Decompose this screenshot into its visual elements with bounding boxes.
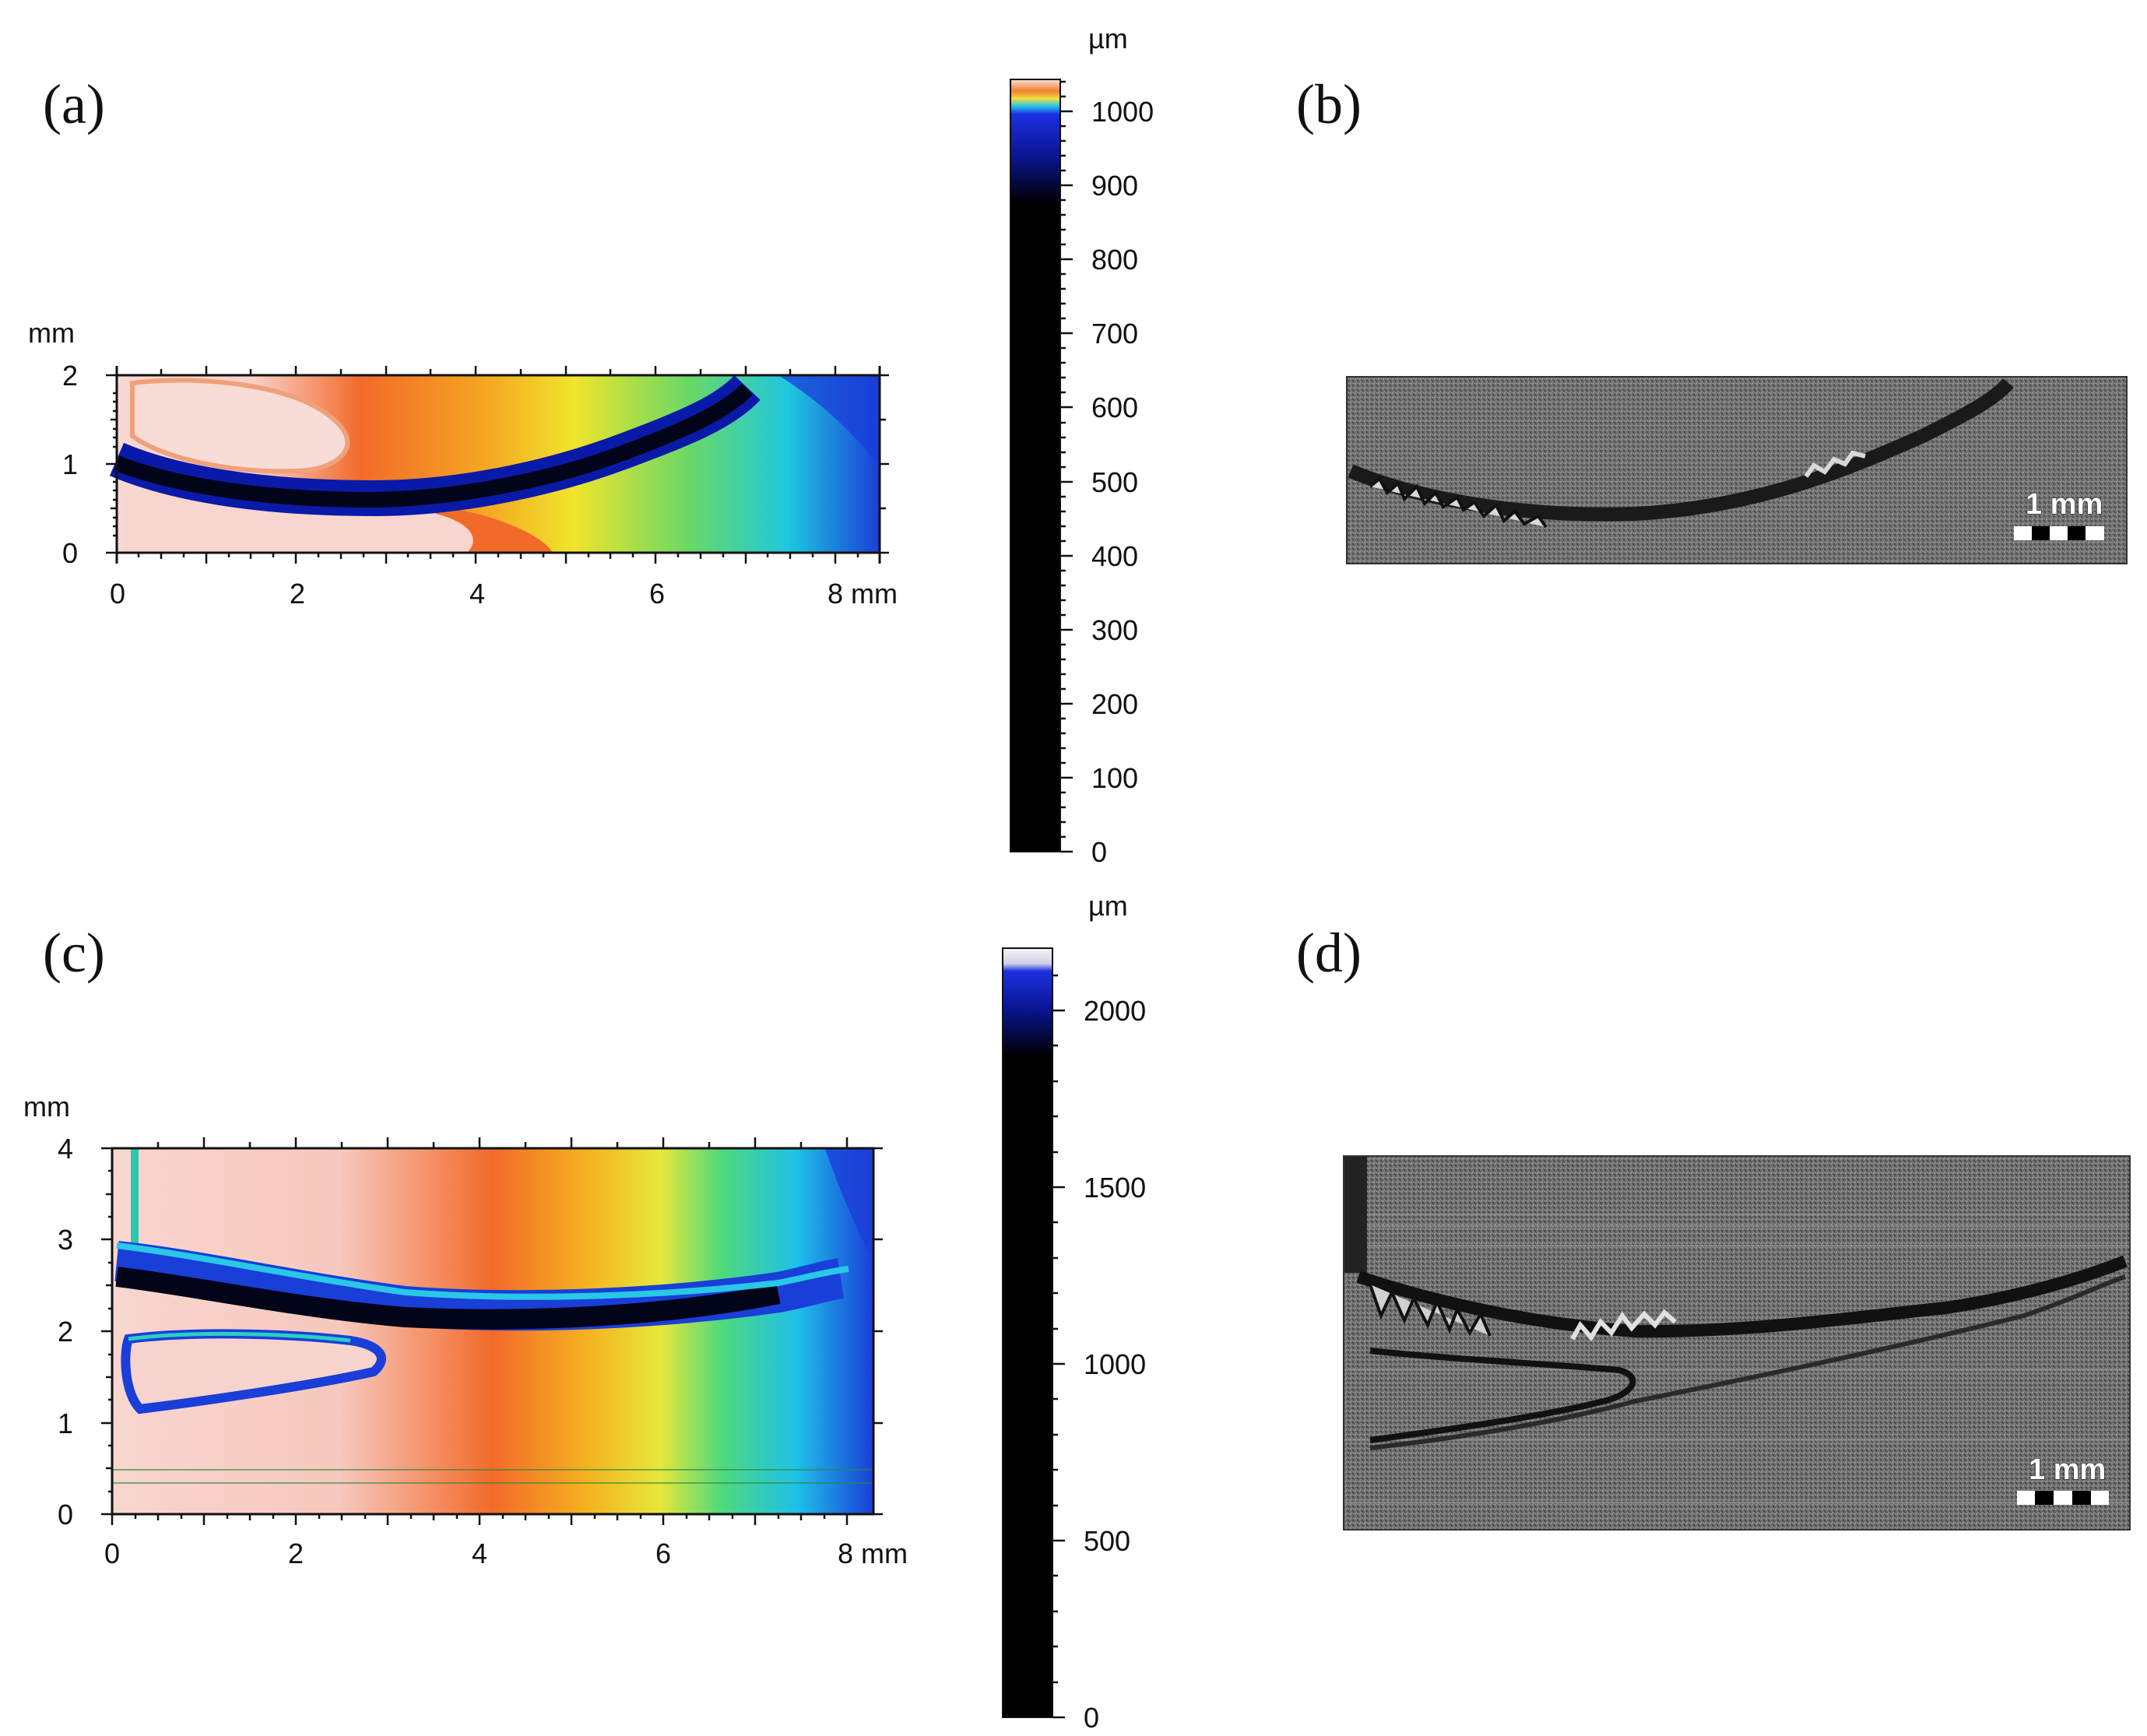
panel-c: (c) bbox=[23, 890, 1146, 1734]
y-tick-label-a-1: 1 bbox=[62, 448, 78, 480]
colorbar-c-unit: µm bbox=[1088, 890, 1128, 922]
colorbar-a-tick-1000: 1000 bbox=[1091, 96, 1154, 128]
colorbar-a-tick-500: 500 bbox=[1091, 466, 1138, 498]
colorbar-c-tick-2000: 2000 bbox=[1084, 995, 1146, 1027]
colorbar-a-tick-400: 400 bbox=[1091, 540, 1138, 572]
x-tick-label-c-4: 4 bbox=[472, 1537, 487, 1569]
x-tick-label-a-0: 0 bbox=[110, 578, 125, 610]
y-tick-label-c-4: 4 bbox=[58, 1133, 73, 1165]
colorbar-a-tick-700: 700 bbox=[1091, 318, 1138, 350]
x-tick-label-c-6: 6 bbox=[655, 1537, 671, 1569]
y-tick-label-c-3: 3 bbox=[58, 1224, 73, 1256]
scale-bar-label-d: 1 mm bbox=[2029, 1453, 2106, 1486]
panel-c-label: (c) bbox=[43, 922, 105, 984]
x-ticks-c bbox=[111, 1137, 849, 1525]
colorbar-a-tick-600: 600 bbox=[1091, 392, 1138, 423]
y-tick-label-a-0: 0 bbox=[62, 537, 78, 569]
colorbar-a-tick-200: 200 bbox=[1091, 688, 1138, 720]
y-ticks-a bbox=[106, 374, 889, 554]
scale-bar-b bbox=[2014, 526, 2104, 540]
y-tick-label-c-0: 0 bbox=[58, 1499, 73, 1530]
colorbar-a-tick-100: 100 bbox=[1091, 762, 1138, 794]
panel-d: (d) 1 mm bbox=[1296, 922, 2131, 1530]
panel-d-label: (d) bbox=[1296, 922, 1362, 984]
x-tick-label-a-2: 2 bbox=[290, 578, 305, 610]
colorbar-a-tick-300: 300 bbox=[1091, 614, 1138, 646]
x-tick-label-c-8: 8 mm bbox=[838, 1537, 908, 1569]
colorbar-a-tick-0: 0 bbox=[1091, 836, 1107, 868]
y-tick-label-c-2: 2 bbox=[58, 1316, 73, 1348]
x-ticks-a bbox=[115, 366, 859, 564]
y-unit-c: mm bbox=[23, 1091, 70, 1123]
panel-a-label: (a) bbox=[43, 73, 105, 135]
colorbar-c-tick-0: 0 bbox=[1084, 1702, 1099, 1734]
y-ticks-c bbox=[101, 1147, 883, 1516]
colorbar-c-tick-1000: 1000 bbox=[1084, 1348, 1146, 1380]
panel-a: (a) mm bbox=[28, 23, 1154, 868]
height-map-c bbox=[112, 1148, 873, 1514]
x-tick-label-c-2: 2 bbox=[288, 1537, 304, 1569]
colorbar-c-tick-500: 500 bbox=[1084, 1525, 1130, 1557]
height-map-a bbox=[109, 374, 880, 553]
colorbar-a: µm 0 100 200 300 400 500 600 700 800 900… bbox=[1010, 23, 1154, 868]
x-tick-label-c-0: 0 bbox=[104, 1537, 120, 1569]
y-tick-label-a-2: 2 bbox=[62, 360, 78, 392]
panel-b: (b) 1 mm bbox=[1296, 73, 2128, 564]
x-tick-label-a-4: 4 bbox=[469, 578, 485, 610]
colorbar-a-tick-800: 800 bbox=[1091, 244, 1138, 276]
y-unit-a: mm bbox=[28, 317, 75, 349]
colorbar-a-unit: µm bbox=[1088, 23, 1128, 54]
x-tick-label-a-6: 6 bbox=[649, 578, 665, 610]
sem-image-b: 1 mm bbox=[1346, 376, 2128, 564]
colorbar-c: µm 0 500 1000 1500 2000 bbox=[1002, 890, 1146, 1734]
scale-bar-label-b: 1 mm bbox=[2026, 488, 2103, 521]
sem-image-d: 1 mm bbox=[1343, 1155, 2131, 1530]
colorbar-c-tick-1500: 1500 bbox=[1084, 1172, 1146, 1204]
x-tick-label-a-8: 8 mm bbox=[828, 578, 898, 610]
scale-bar-d bbox=[2017, 1491, 2109, 1505]
panel-b-label: (b) bbox=[1296, 73, 1362, 135]
colorbar-a-tick-900: 900 bbox=[1091, 170, 1138, 202]
y-tick-label-c-1: 1 bbox=[58, 1407, 73, 1439]
